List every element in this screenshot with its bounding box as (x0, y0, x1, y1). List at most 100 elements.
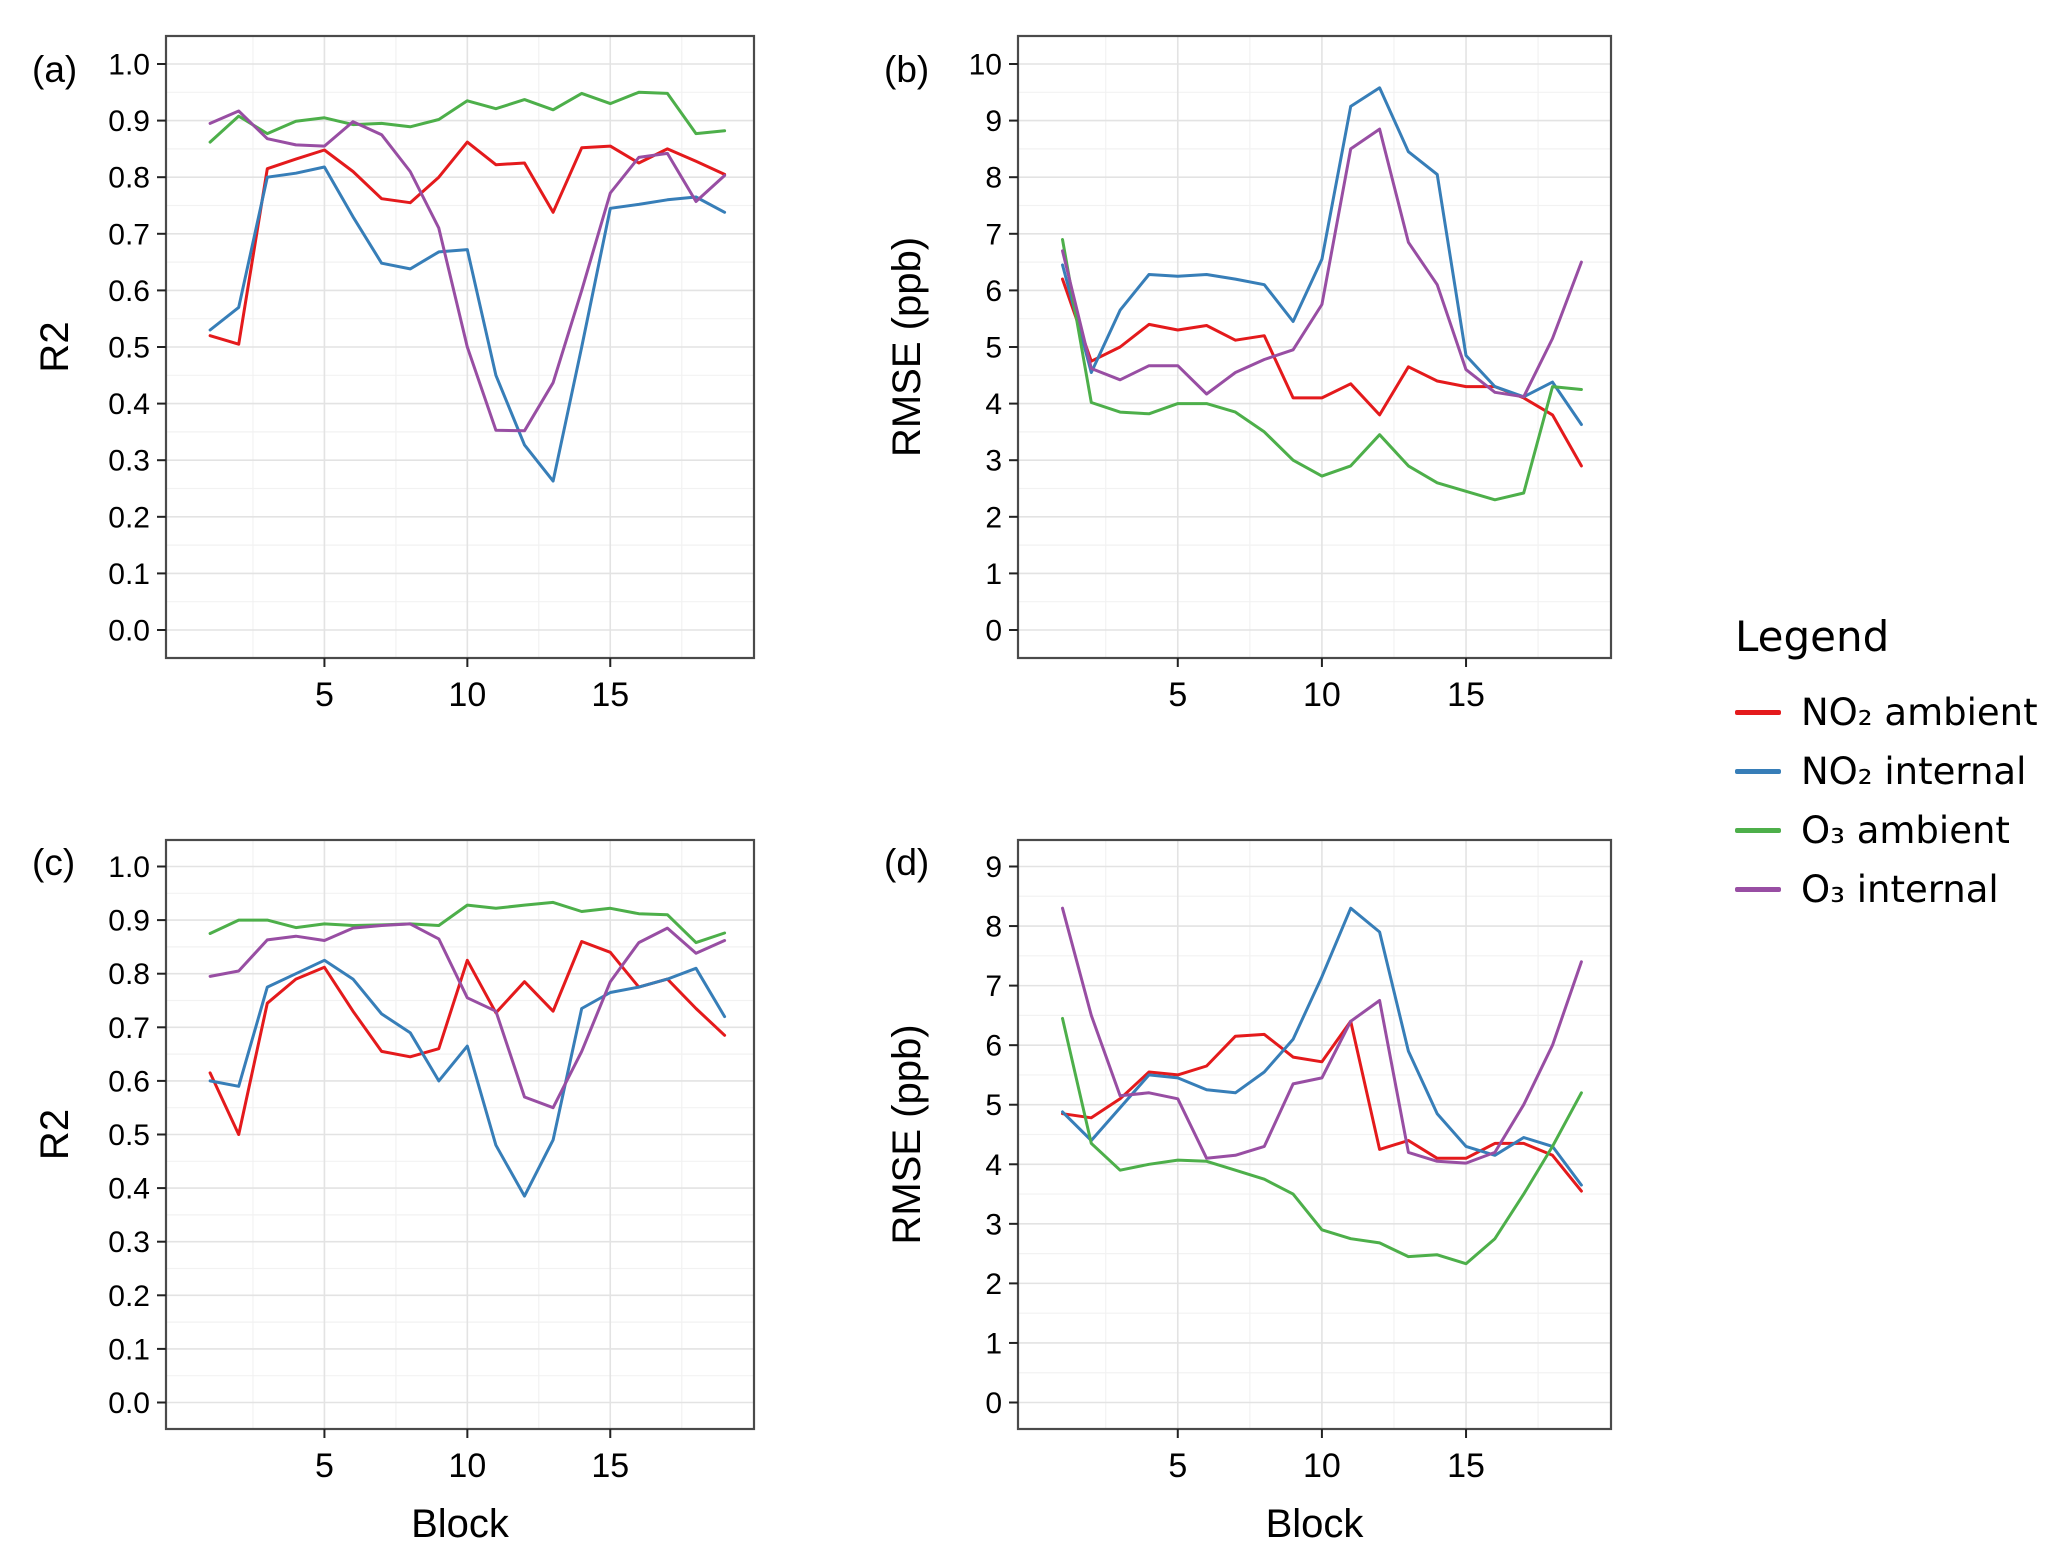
y-tick-label: 7 (985, 970, 1002, 1003)
y-tick-label: 0.5 (108, 1119, 150, 1152)
legend-swatch-o3_internal (1735, 887, 1781, 892)
panel-letter-b: (b) (884, 49, 929, 90)
axis-ticks (157, 865, 612, 1438)
y-tick-label: 0.0 (108, 1387, 150, 1420)
y-tick-label: 0.0 (108, 615, 150, 648)
y-tick-label: 1.0 (108, 851, 150, 884)
legend-entry-label: NO₂ internal (1801, 750, 2027, 793)
series-lines (208, 90, 727, 483)
panel-b: (b) 0 1 2 3 4 5 6 7 8 9 10 5 10 15 RMSE (ppb) (880, 10, 1625, 710)
chart-a: (a) 0.0 0.1 0.2 0.3 0.4 0.5 0.6 0.7 0.8 0.9 1.0 5 10… (32, 34, 756, 710)
y-tick-label: 0.9 (108, 905, 150, 938)
y-tick-label: 0.1 (108, 1333, 150, 1366)
legend-entry-label: O₃ internal (1801, 868, 1999, 911)
y-tick-label: 4 (985, 1149, 1002, 1182)
series-line-no2_internal (1061, 86, 1583, 426)
series-line-no2_internal (1061, 906, 1583, 1187)
y-tick-label: 0.4 (108, 388, 150, 421)
axis-tick-labels: 0.0 0.1 0.2 0.3 0.4 0.5 0.6 0.7 0.8 0.9 1.0 5 10 15 (108, 48, 629, 710)
x-tick-label: 15 (591, 676, 629, 710)
axis-tick-labels: 0 1 2 3 4 5 6 7 8 9 5 10 15 (985, 851, 1485, 1485)
series-line-no2_ambient (208, 140, 727, 346)
x-axis-title: Block (411, 1502, 510, 1546)
panel-letter-a: (a) (32, 49, 77, 90)
y-tick-label: 1 (985, 558, 1002, 591)
y-tick-label: 0.9 (108, 105, 150, 138)
y-tick-label: 2 (985, 501, 1002, 534)
y-tick-label: 0.6 (108, 275, 150, 308)
legend-swatch-no2_ambient (1735, 710, 1781, 715)
axis-tick-labels: 0 1 2 3 4 5 6 7 8 9 10 5 10 15 (969, 48, 1485, 710)
y-tick-label: 9 (985, 105, 1002, 138)
legend: Legend NO₂ ambient NO₂ internal O₃ ambient… (1735, 612, 2065, 927)
y-tick-label: 0.2 (108, 501, 150, 534)
y-tick-label: 0.1 (108, 558, 150, 591)
legend-entry-no2_internal: NO₂ internal (1735, 750, 2065, 793)
y-tick-label: 7 (985, 218, 1002, 251)
legend-swatch-no2_internal (1735, 769, 1781, 774)
series-lines (1061, 86, 1583, 502)
x-tick-label: 10 (1303, 676, 1341, 710)
y-tick-label: 0.6 (108, 1065, 150, 1098)
y-axis-title: R2 (33, 1109, 77, 1160)
y-tick-label: 0.3 (108, 445, 150, 478)
x-tick-label: 10 (448, 1447, 486, 1485)
series-line-o3_ambient (208, 900, 727, 945)
series-line-o3_internal (1061, 906, 1583, 1165)
legend-entry-o3_internal: O₃ internal (1735, 868, 2065, 911)
legend-title: Legend (1735, 612, 1890, 661)
series-line-o3_internal (208, 922, 727, 1110)
chart-d: (d) 0 1 2 3 4 5 6 7 8 9 5 10 15 RMSE (ppb) Block (884, 838, 1613, 1546)
legend-swatch-o3_ambient (1735, 828, 1781, 833)
series-line-no2_internal (208, 165, 727, 483)
y-axis-title: R2 (33, 321, 77, 372)
x-tick-label: 15 (1447, 1447, 1485, 1485)
legend-entries: NO₂ ambient NO₂ internal O₃ ambient O₃ inte… (1735, 691, 2065, 911)
gridlines-major (166, 36, 754, 658)
panel-c: (c) 0.0 0.1 0.2 0.3 0.4 0.5 0.6 0.7 0.8 0.9 1.0 5 10… (28, 765, 768, 1555)
y-tick-label: 1 (985, 1327, 1002, 1360)
legend-entry-label: O₃ ambient (1801, 809, 2010, 852)
y-tick-label: 0.7 (108, 218, 150, 251)
legend-entry-no2_ambient: NO₂ ambient (1735, 691, 2065, 734)
gridlines-major (1018, 36, 1611, 658)
axis-tick-labels: 0.0 0.1 0.2 0.3 0.4 0.5 0.6 0.7 0.8 0.9 1.0 5 10 15 (108, 851, 629, 1485)
y-tick-label: 5 (985, 332, 1002, 365)
chart-b: (b) 0 1 2 3 4 5 6 7 8 9 10 5 10 15 RMSE (ppb) (884, 34, 1613, 710)
x-tick-label: 5 (1168, 676, 1187, 710)
axis-ticks (1009, 62, 1468, 667)
x-tick-label: 15 (1447, 676, 1485, 710)
axis-ticks (1009, 865, 1468, 1438)
gridlines-minor (1018, 840, 1611, 1429)
x-tick-label: 5 (1168, 1447, 1187, 1485)
x-tick-label: 5 (315, 676, 334, 710)
panel-letter-c: (c) (32, 842, 75, 883)
y-tick-label: 8 (985, 162, 1002, 195)
x-tick-label: 10 (1303, 1447, 1341, 1485)
series-line-o3_ambient (208, 90, 727, 144)
series-line-o3_internal (208, 109, 727, 433)
y-tick-label: 0.3 (108, 1226, 150, 1259)
y-tick-label: 0.4 (108, 1173, 150, 1206)
y-tick-label: 0 (985, 1387, 1002, 1420)
y-tick-label: 6 (985, 275, 1002, 308)
series-lines (1061, 906, 1583, 1266)
y-tick-label: 5 (985, 1089, 1002, 1122)
series-line-no2_ambient (1061, 1019, 1583, 1193)
panel-letter-d: (d) (884, 842, 929, 883)
y-tick-label: 1.0 (108, 48, 150, 81)
gridlines-major (166, 840, 754, 1429)
panel-border (1016, 838, 1613, 1431)
panel-a: (a) 0.0 0.1 0.2 0.3 0.4 0.5 0.6 0.7 0.8 0.9 1.0 5 10… (28, 10, 768, 710)
series-line-o3_internal (1061, 127, 1583, 399)
panel-d: (d) 0 1 2 3 4 5 6 7 8 9 5 10 15 RMSE (ppb) Block (880, 765, 1625, 1555)
gridlines-major (1018, 840, 1611, 1429)
y-tick-label: 0 (985, 615, 1002, 648)
y-tick-label: 0.8 (108, 958, 150, 991)
y-tick-label: 10 (969, 48, 1002, 81)
y-tick-label: 0.7 (108, 1012, 150, 1045)
y-tick-label: 6 (985, 1030, 1002, 1063)
x-axis-title: Block (1266, 1502, 1365, 1546)
legend-entry-o3_ambient: O₃ ambient (1735, 809, 2065, 852)
axis-ticks (157, 62, 612, 667)
